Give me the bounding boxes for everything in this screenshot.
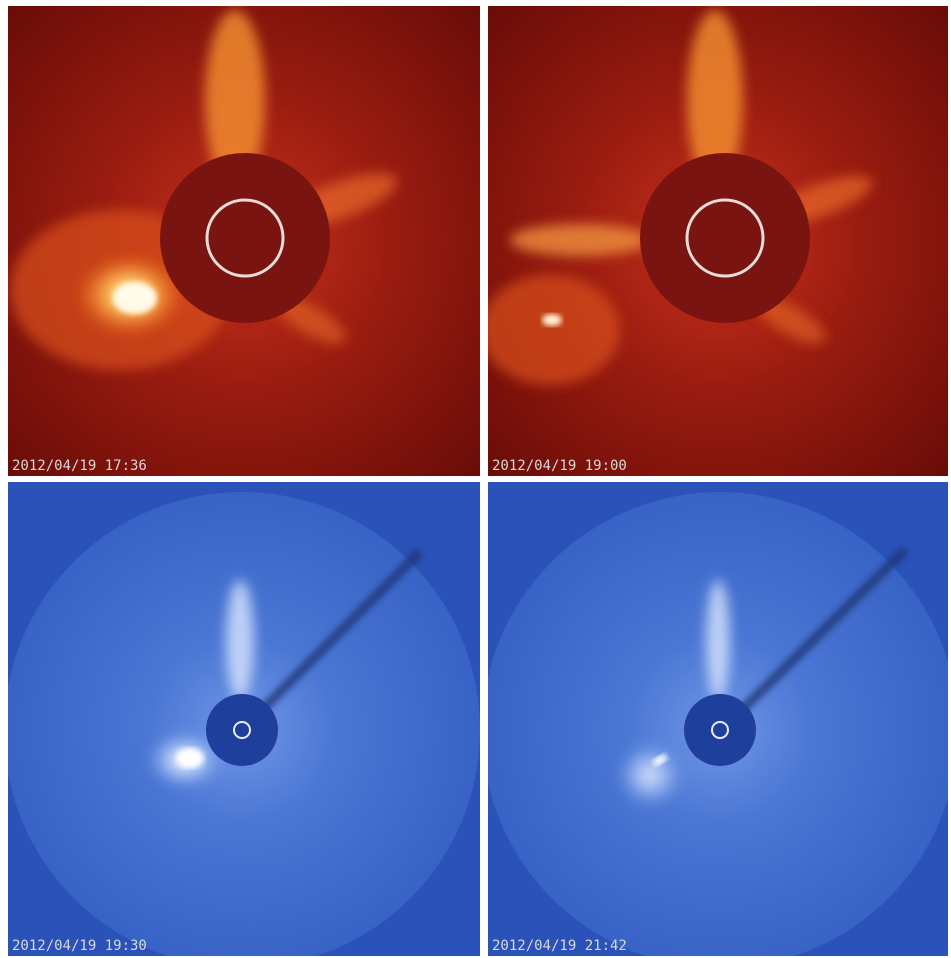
timestamp: 2012/04/19 19:30: [12, 938, 147, 954]
timestamp: 2012/04/19 17:36: [12, 458, 147, 474]
timestamp: 2012/04/19 19:00: [492, 458, 627, 474]
coronagraph-composite: 2012/04/19 17:36 2012/04/19 19:00 2012/0…: [0, 0, 951, 958]
panel-blue-1: 2012/04/19 19:30: [4, 482, 480, 958]
panel-red-2: 2012/04/19 19:00: [480, 6, 948, 476]
timestamp: 2012/04/19 21:42: [492, 938, 627, 954]
panel-red-1: 2012/04/19 17:36: [8, 6, 480, 476]
panel-blue-2: 2012/04/19 21:42: [482, 482, 951, 958]
